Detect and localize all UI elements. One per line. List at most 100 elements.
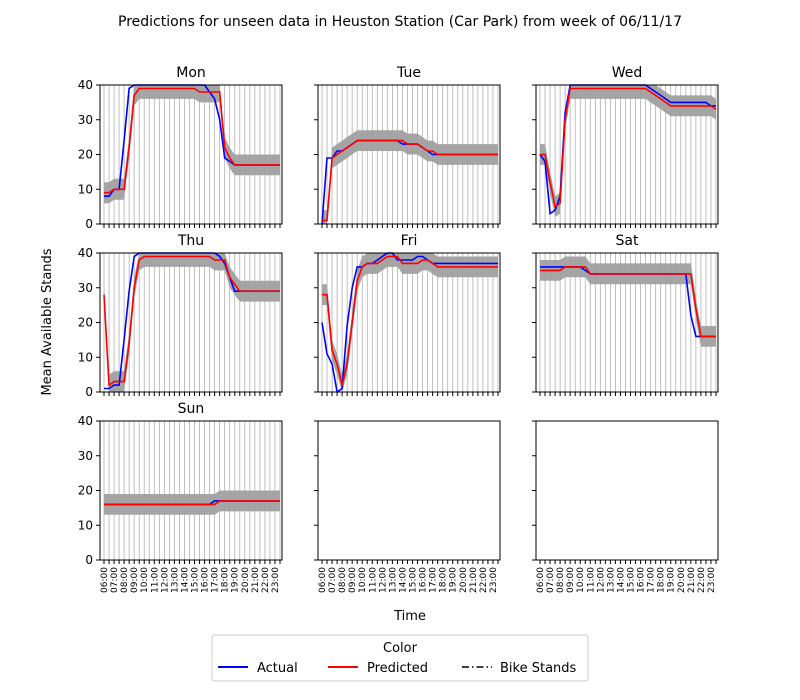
y-tick-label: 0 [85,385,93,399]
x-axis-label: Time [393,609,426,624]
x-tick-label: 06:00 [536,567,546,593]
panel-title-thu: Thu [177,233,204,249]
x-tick-label: 20:00 [459,567,469,593]
x-tick-label: 08:00 [120,567,130,593]
y-tick-label: 30 [78,113,93,127]
x-tick-label: 21:00 [469,567,479,593]
x-tick-label: 16:00 [637,567,647,593]
x-tick-label: 14:00 [399,567,409,593]
x-tick-label: 18:00 [439,567,449,593]
y-tick-label: 10 [78,350,93,364]
x-tick-label: 21:00 [687,567,697,593]
x-tick-label: 22:00 [697,567,707,593]
x-tick-label: 11:00 [150,567,160,593]
x-tick-label: 21:00 [251,567,261,593]
x-tick-label: 07:00 [546,567,556,593]
x-tick-label: 09:00 [566,567,576,593]
x-tick-label: 15:00 [191,567,201,593]
x-tick-label: 22:00 [479,567,489,593]
panel-title-tue: Tue [396,65,421,81]
series-predicted-thu [103,255,280,387]
subplot-empty-7: 06:00 07:00 08:00 09:00 10:00 11:00 12:00 13:00… [314,420,501,593]
x-tick-label: 19:00 [231,567,241,593]
subplot-fri: Fri [314,233,501,396]
x-tick-label: 18:00 [221,567,231,593]
x-tick-label: 17:00 [211,567,221,593]
legend-frame [211,634,589,682]
series-actual-fri [321,252,498,394]
x-tick-label: 15:00 [409,567,419,593]
x-tick-label: 18:00 [657,567,667,593]
y-tick-label: 20 [78,484,93,498]
band-thu [104,253,280,392]
x-tick-label: 12:00 [160,567,170,593]
legend-label-actual: Actual [257,661,298,676]
y-tick-label: 0 [85,553,93,567]
x-tick-label: 23:00 [707,567,717,593]
subplot-wed: Wed [532,65,719,228]
series-predicted-tue [322,139,498,222]
x-tick-label: 17:00 [429,567,439,593]
y-tick-label: 10 [78,182,93,196]
panel-frame [535,420,719,561]
x-tick-label: 20:00 [241,567,251,593]
x-tick-label: 08:00 [338,567,348,593]
x-tick-label: 09:00 [348,567,358,593]
y-tick-label: 20 [78,148,93,162]
y-tick-label: 0 [85,217,93,231]
legend-label-predicted: Predicted [367,661,428,676]
x-tick-label: 13:00 [388,567,398,593]
x-tick-label: 23:00 [271,567,281,593]
chart-title: Predictions for unseen data in Heuston S… [118,14,682,30]
y-tick-label: 20 [78,316,93,330]
panel-frame [317,420,501,561]
x-tick-label: 19:00 [667,567,677,593]
legend-label-bike-stands: Bike Stands [500,661,577,676]
subplot-grid: Mon 0 10 20 30 40 Tue Wed Thu 0 10 20 30 40 Fri Sat Sun 0… [78,65,719,593]
panel-title-fri: Fri [401,233,418,249]
x-tick-label: 17:00 [647,567,657,593]
legend-title: Color [383,641,418,656]
band-sat [540,256,716,347]
y-tick-label: 30 [78,281,93,295]
subplot-thu: Thu 0 10 20 30 40 [78,233,283,399]
series-predicted-sat [540,266,716,338]
x-tick-label: 16:00 [419,567,429,593]
x-tick-label: 09:00 [130,567,140,593]
x-tick-label: 10:00 [358,567,368,593]
subplot-tue: Tue [314,65,501,228]
x-tick-label: 07:00 [328,567,338,593]
x-tick-label: 06:00 [318,567,328,593]
subplot-sat: Sat [532,233,719,396]
y-tick-label: 40 [78,414,93,428]
y-tick-label: 10 [78,518,93,532]
y-tick-label: 40 [78,78,93,92]
x-tick-label: 20:00 [677,567,687,593]
band-mon [104,85,280,204]
series-predicted-wed [540,87,717,208]
y-tick-label: 40 [78,246,93,260]
x-tick-label: 16:00 [201,567,211,593]
x-tick-label: 06:00 [100,567,110,593]
x-tick-label: 22:00 [261,567,271,593]
x-tick-label: 10:00 [140,567,150,593]
x-tick-label: 12:00 [378,567,388,593]
legend: Color Actual Predicted Bike Stands [211,634,589,682]
band-tue [322,130,498,224]
x-tick-label: 13:00 [170,567,180,593]
x-tick-label: 11:00 [368,567,378,593]
subplot-empty-8: 06:00 07:00 08:00 09:00 10:00 11:00 12:00 13:00… [532,420,719,593]
x-tick-label: 08:00 [556,567,566,593]
x-tick-label: 14:00 [617,567,627,593]
y-axis-label: Mean Available Stands [40,248,55,395]
x-tick-label: 13:00 [606,567,616,593]
y-tick-label: 30 [78,449,93,463]
series-predicted-fri [322,255,498,386]
x-tick-label: 15:00 [627,567,637,593]
series-predicted-sun [104,500,280,506]
subplot-mon: Mon 0 10 20 30 40 [78,65,283,231]
x-tick-label: 11:00 [586,567,596,593]
x-tick-label: 23:00 [489,567,499,593]
panel-title-sat: Sat [616,233,639,249]
